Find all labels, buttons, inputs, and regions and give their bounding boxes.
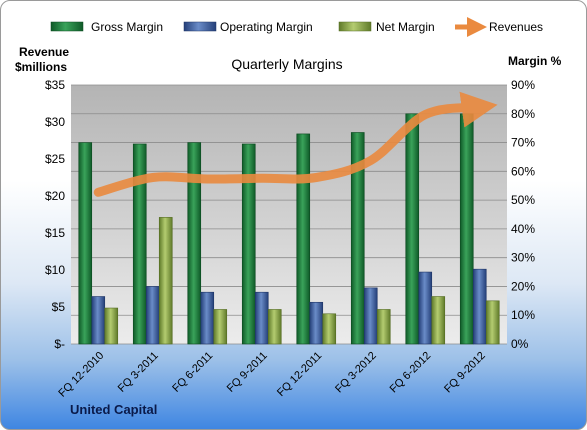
right-axis-tick-label: 50% <box>511 193 535 207</box>
gross-margin-bar <box>296 133 311 345</box>
operating-margin-bar <box>472 268 487 345</box>
legend-item-gross-margin: Gross Margin <box>50 20 163 34</box>
x-axis-tick-label: FQ 12-2011 <box>275 350 324 399</box>
gross-margin-bar <box>405 113 420 345</box>
operating-margin-bar <box>254 291 269 345</box>
legend-item-operating-margin: Operating Margin <box>183 20 313 34</box>
legend-swatch-operating-margin <box>183 21 217 32</box>
operating-margin-bar <box>145 286 160 345</box>
net-margin-bar <box>213 309 228 345</box>
left-axis-tick-label: $10 <box>45 263 65 277</box>
operating-margin-bar <box>418 271 433 345</box>
revenue-line-path <box>93 91 498 197</box>
operating-margin-bar <box>363 287 378 345</box>
gross-margin-bar <box>187 142 202 345</box>
x-axis-tick-label: FQ 3-2011 <box>116 350 161 395</box>
net-margin-bar <box>485 300 500 345</box>
left-axis-tick-label: $20 <box>45 189 65 203</box>
right-axis-title: Margin % <box>508 54 562 68</box>
legend: Gross Margin Operating Margin Net Margin… <box>50 17 543 37</box>
legend-label-gross-margin: Gross Margin <box>91 20 163 34</box>
left-axis-tick-label: $35 <box>45 78 65 92</box>
operating-margin-bar <box>91 296 106 345</box>
right-axis-tick-label: 10% <box>511 308 535 322</box>
x-axis-tick-label: FQ 12-2010 <box>56 350 106 400</box>
gross-margin-bar <box>78 142 93 345</box>
legend-swatch-gross-margin <box>50 21 84 32</box>
chart-title: Quarterly Margins <box>231 56 342 72</box>
legend-label-operating-margin: Operating Margin <box>220 20 313 34</box>
legend-label-net-margin: Net Margin <box>376 20 435 34</box>
left-axis-tick-label: $25 <box>45 152 65 166</box>
right-axis-tick-label: 70% <box>511 136 535 150</box>
x-axis-tick-label: FQ 3-2012 <box>333 350 379 396</box>
left-axis-ticks: $- $5 $10 $15 $20 $25 $30 $35 <box>45 78 65 351</box>
right-axis-tick-label: 0% <box>511 337 529 351</box>
legend-item-revenues: Revenues <box>455 17 543 37</box>
left-axis-tick-label: $- <box>54 337 65 351</box>
operating-margin-bar <box>309 301 324 345</box>
gross-margin-bar <box>132 143 147 345</box>
x-axis-tick-label: FQ 9-2011 <box>225 350 270 395</box>
revenue-line <box>93 91 498 197</box>
left-axis-tick-label: $30 <box>45 115 65 129</box>
right-axis-tick-label: 80% <box>511 107 535 121</box>
right-axis-tick-label: 20% <box>511 279 535 293</box>
x-axis-tick-label: FQ 9-2012 <box>442 350 488 396</box>
gross-margin-bar <box>241 143 256 345</box>
x-axis-tick-label: FQ 6-2012 <box>388 350 434 396</box>
net-margin-bar <box>158 217 173 345</box>
company-name: United Capital <box>70 402 157 417</box>
net-margin-bar <box>104 307 119 345</box>
right-axis-tick-label: 90% <box>511 78 535 92</box>
right-axis-tick-label: 60% <box>511 164 535 178</box>
left-axis-title-line-2: $millions <box>15 60 67 74</box>
net-margin-bar <box>431 296 446 345</box>
net-margin-bar <box>322 313 337 345</box>
legend-label-revenues: Revenues <box>489 20 543 34</box>
left-axis-tick-label: $15 <box>45 226 65 240</box>
right-axis-ticks: 0% 10% 20% 30% 40% 50% 60% 70% 80% 90% <box>511 78 535 351</box>
x-axis-ticks: FQ 12-2010 FQ 3-2011 FQ 6-2011 FQ 9-2011 FQ … <box>56 350 487 400</box>
net-margin-bar <box>267 309 282 345</box>
left-axis-title-line-1: Revenue <box>19 45 69 59</box>
legend-swatch-net-margin <box>338 21 372 32</box>
legend-item-net-margin: Net Margin <box>338 20 435 34</box>
right-axis-tick-label: 40% <box>511 222 535 236</box>
left-axis-tick-label: $5 <box>52 300 66 314</box>
net-margin-bar <box>376 309 391 345</box>
operating-margin-bar <box>200 291 215 345</box>
left-axis-title: Revenue $millions <box>15 45 69 74</box>
bars <box>78 113 500 345</box>
right-axis-tick-label: 30% <box>511 251 535 265</box>
x-axis-tick-label: FQ 6-2011 <box>170 350 215 395</box>
gross-margin-bar <box>350 132 365 345</box>
gross-margin-bar <box>459 113 474 345</box>
